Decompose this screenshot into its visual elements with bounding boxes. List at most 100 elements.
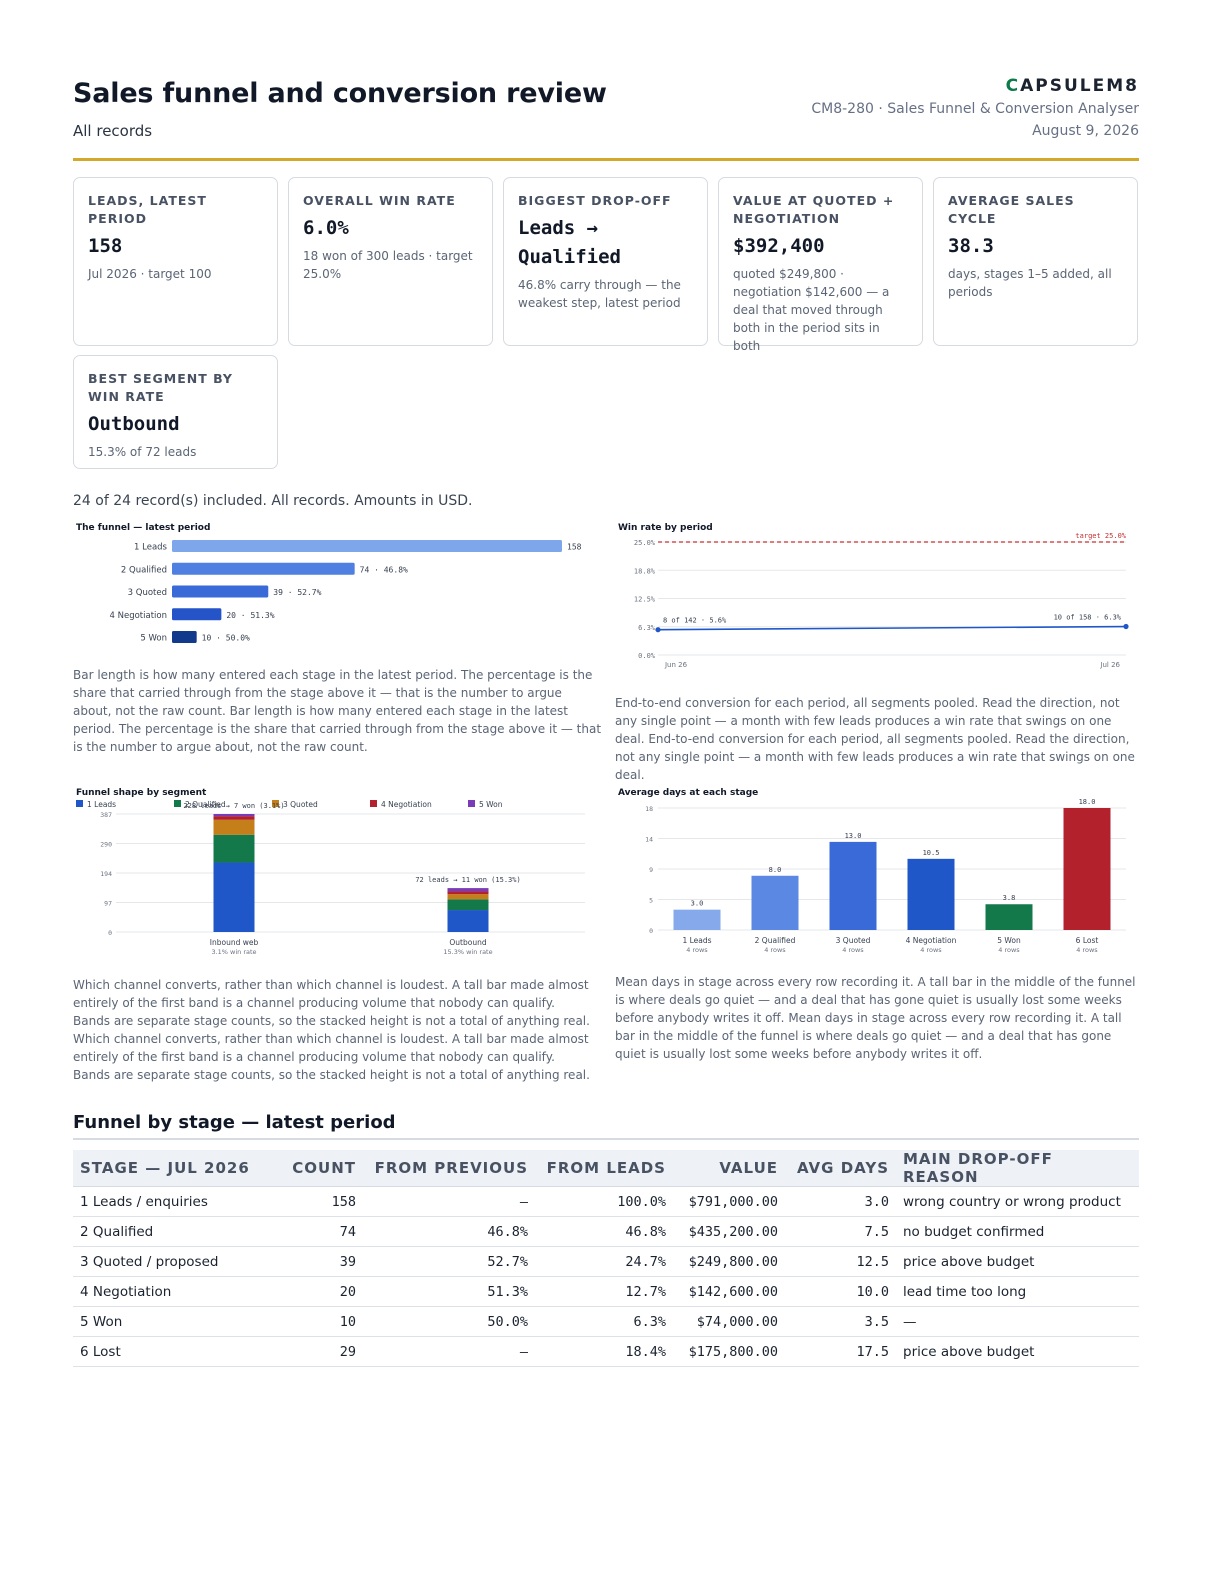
category-label: Inbound web [210,938,259,947]
cell-avg-days: 10.0 [785,1276,896,1307]
legend-swatch [370,800,377,807]
cell-stage: 6 Lost [73,1336,273,1367]
kpi-note: 15.3% of 72 leads [88,445,197,459]
stack-segment [213,814,255,817]
cell-value: $435,200.00 [673,1216,785,1247]
data-label: 74 · 46.8% [360,565,408,574]
cell-from-previous: 46.8% [363,1216,535,1247]
table-header-row: STAGE — JUL 2026 COUNT FROM PREVIOUS FRO… [73,1150,1139,1187]
legend-label: 2 Qualified [185,800,226,809]
column-header: VALUE [673,1150,785,1187]
cell-from-leads: 24.7% [535,1246,673,1277]
records-included-line: 24 of 24 record(s) included. All records… [73,493,473,509]
tick-label: 9 [649,866,653,874]
data-point [655,627,661,633]
cell-count: 39 [273,1246,363,1277]
cell-from-leads: 18.4% [535,1336,673,1367]
stack-segment [447,899,489,911]
document-id: CM8-280 · Sales Funnel & Conversion Anal… [811,101,1139,117]
bar-annotation: 72 leads → 11 won (15.3%) [415,876,520,884]
cell-from-previous: 51.3% [363,1276,535,1307]
data-label: 10.5 [923,849,940,857]
kpi-label: LEADS, LATEST PERIOD [88,193,207,226]
category-sublabel: 3.1% win rate [211,948,256,956]
chart-title: Funnel shape by segment [76,788,207,798]
kpi-label: BIGGEST DROP-OFF [518,193,672,208]
stack-segment [447,888,489,892]
table-row: 1 Leads / enquiries 158 – 100.0% $791,00… [73,1186,1139,1217]
point-label: 10 of 158 · 6.3% [1054,614,1122,622]
cell-avg-days: 3.0 [785,1186,896,1217]
win-rate-caption: End-to-end conversion for each period, a… [615,696,1135,782]
point-label: 8 of 142 · 5.6% [663,617,727,625]
category-label: Outbound [449,938,486,947]
brand-logo: CAPSULEM8 [1006,76,1139,96]
legend-swatch [468,800,475,807]
tick-label: 0 [649,927,653,935]
target-label: target 25.0% [1075,532,1126,540]
bar-annotation: 228 leads → 7 won (3.1%) [183,802,284,810]
category-sublabel: 15.3% win rate [443,948,492,956]
cell-stage: 5 Won [73,1306,273,1337]
cell-value: $142,600.00 [673,1276,785,1307]
days-caption: Mean days in stage across every row reco… [615,975,1136,1061]
category-label: 1 Leads [682,936,711,945]
data-label: 158 [567,543,582,552]
table-row: 4 Negotiation 20 51.3% 12.7% $142,600.00… [73,1276,1139,1307]
chart-title: The funnel — latest period [76,523,210,533]
funnel-chart: The funnel — latest period 1 Leads 158 2 Qu… [76,523,582,644]
cell-avg-days: 17.5 [785,1336,896,1367]
kpi-card-pipeline-value: VALUE AT QUOTED + NEGOTIATION $392,400 q… [718,177,923,353]
kpi-note: 18 won of 300 leads · target 25.0% [303,249,473,281]
segment-chart: Funnel shape by segment 1 Leads 2 Qualifie… [76,788,585,956]
cell-avg-days: 7.5 [785,1216,896,1247]
bar [673,909,721,930]
kpi-label: OVERALL WIN RATE [303,193,456,208]
kpi-label: BEST SEGMENT BY WIN RATE [88,371,233,404]
cell-from-previous: – [363,1336,535,1367]
data-label: 3.0 [691,900,704,908]
win-rate-chart: Win rate by period 0.0% 6.3% 12.5% 18.8% 25.0… [618,523,1129,669]
cell-drop-off-reason: wrong country or wrong product [896,1186,1139,1217]
cell-drop-off-reason: price above budget [896,1246,1139,1277]
column-header: STAGE — JUL 2026 [73,1150,273,1187]
tick-label: 387 [100,811,112,819]
category-label: 6 Lost [1076,936,1099,945]
cell-count: 29 [273,1336,363,1367]
bar [829,841,877,930]
cell-avg-days: 3.5 [785,1306,896,1337]
table-title: Funnel by stage — latest period [73,1112,396,1133]
cell-drop-off-reason: — [896,1306,1139,1337]
cell-avg-days: 12.5 [785,1246,896,1277]
kpi-card-best-segment: BEST SEGMENT BY WIN RATE Outbound 15.3% … [73,355,278,469]
data-label: 18.0 [1079,798,1096,806]
kpi-value: Leads → Qualified [518,217,621,268]
stack-segment [213,819,255,835]
stack-segment [447,894,489,900]
cell-drop-off-reason: price above budget [896,1336,1139,1367]
legend-swatch [76,800,83,807]
chart-title: Win rate by period [618,523,713,533]
cell-drop-off-reason: lead time too long [896,1276,1139,1307]
cell-drop-off-reason: no budget confirmed [896,1216,1139,1247]
bar [172,540,562,552]
stack-segment [447,891,489,895]
kpi-card-drop-off: BIGGEST DROP-OFF Leads → Qualified 46.8%… [503,177,708,346]
category-label: 5 Won [140,634,167,644]
category-label: 4 Negotiation [110,611,167,621]
cell-from-previous: 52.7% [363,1246,535,1277]
column-header: MAIN DROP-OFF REASON [896,1150,1139,1187]
category-sublabel: 4 rows [842,946,864,954]
legend-swatch [174,800,181,807]
table-title-rule [73,1138,1139,1140]
table-row: 6 Lost 29 – 18.4% $175,800.00 17.5 price… [73,1336,1139,1367]
page-title: Sales funnel and conversion review [73,78,607,109]
kpi-note: 46.8% carry through — the weakest step, … [518,278,681,310]
category-label: 5 Won [997,936,1021,945]
bar [172,585,269,598]
kpi-label: AVERAGE SALES CYCLE [948,193,1075,226]
cell-stage: 2 Qualified [73,1216,273,1247]
tick-label: 12.5% [634,596,656,604]
category-sublabel: 4 rows [920,946,942,954]
stack-segment [213,834,255,863]
